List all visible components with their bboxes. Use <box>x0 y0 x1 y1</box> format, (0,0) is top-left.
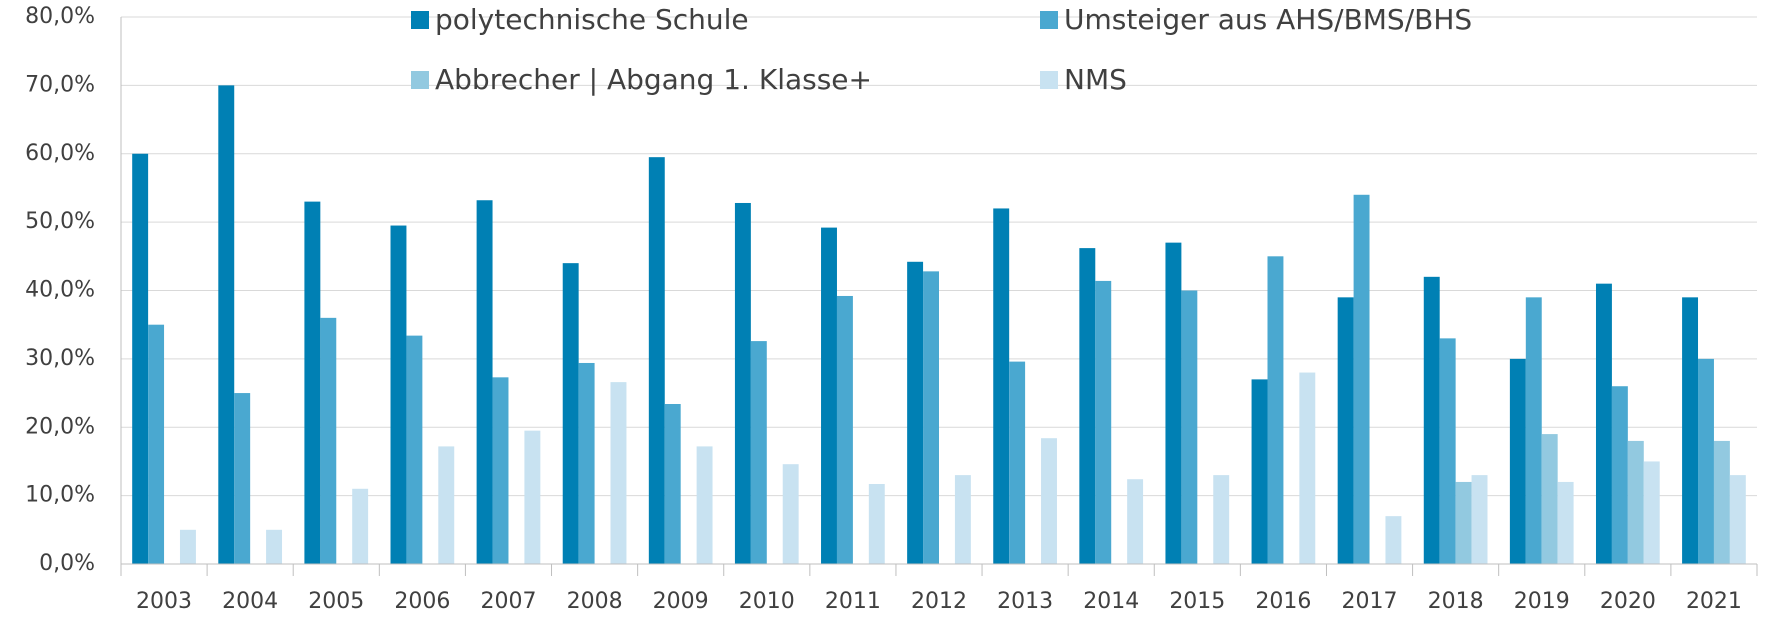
legend-swatch <box>1040 11 1058 29</box>
x-tick-label: 2006 <box>394 589 450 614</box>
legend-label: Abbrecher | Abgang 1. Klasse+ <box>435 63 872 96</box>
bar <box>406 335 423 564</box>
bar <box>1471 475 1488 564</box>
bar <box>1353 194 1370 564</box>
x-tick-label: 2014 <box>1083 589 1139 614</box>
bar <box>868 484 885 564</box>
x-tick-label: 2015 <box>1169 589 1225 614</box>
bar <box>1595 283 1612 564</box>
bar <box>1541 434 1558 564</box>
y-tick-label: 80,0% <box>25 4 95 29</box>
legend-label: polytechnische Schule <box>435 3 749 36</box>
x-tick-label: 2016 <box>1255 589 1311 614</box>
bar <box>1682 297 1699 564</box>
bar <box>782 464 799 564</box>
x-tick-label: 2018 <box>1428 589 1484 614</box>
bar <box>1127 479 1144 564</box>
x-tick-label: 2011 <box>825 589 881 614</box>
bar <box>993 208 1010 564</box>
bar <box>1181 290 1198 564</box>
x-tick-label: 2020 <box>1600 589 1656 614</box>
bar <box>524 430 541 564</box>
bar <box>1525 297 1542 564</box>
bar <box>1643 461 1660 564</box>
x-tick-label: 2017 <box>1342 589 1398 614</box>
bar <box>266 529 283 564</box>
bar <box>1423 276 1440 564</box>
x-tick-label: 2004 <box>222 589 278 614</box>
y-tick-label: 0,0% <box>39 551 95 576</box>
y-tick-label: 10,0% <box>25 483 95 508</box>
legend-swatch <box>411 71 429 89</box>
x-tick-label: 2012 <box>911 589 967 614</box>
bar <box>1165 242 1182 564</box>
y-tick-label: 20,0% <box>25 414 95 439</box>
bar <box>1299 372 1316 564</box>
bar <box>1041 438 1057 564</box>
bar <box>1385 516 1402 564</box>
bar <box>1337 297 1354 564</box>
bar <box>1455 481 1472 564</box>
y-tick-label: 40,0% <box>25 278 95 303</box>
x-tick-label: 2013 <box>997 589 1053 614</box>
bar <box>1213 475 1230 564</box>
bar <box>1729 475 1746 564</box>
legend-swatch <box>1040 71 1058 89</box>
bar <box>1557 481 1574 564</box>
x-tick-label: 2019 <box>1514 589 1570 614</box>
x-tick-label: 2021 <box>1686 589 1742 614</box>
legend-label: Umsteiger aus AHS/BMS/BHS <box>1064 3 1472 36</box>
x-tick-label: 2005 <box>308 589 364 614</box>
legend-swatch <box>411 11 429 29</box>
bar <box>610 382 627 564</box>
y-tick-label: 70,0% <box>25 72 95 97</box>
bar <box>1439 338 1456 564</box>
x-tick-label: 2003 <box>136 589 192 614</box>
bar <box>1009 361 1026 564</box>
bar <box>664 404 681 564</box>
y-tick-label: 50,0% <box>25 209 95 234</box>
bar <box>907 261 924 564</box>
x-tick-label: 2008 <box>567 589 623 614</box>
bar <box>390 225 407 564</box>
bar <box>734 202 751 565</box>
bar <box>821 227 837 564</box>
bar <box>492 377 509 564</box>
bar <box>750 341 767 564</box>
bar <box>562 263 579 564</box>
x-tick-label: 2007 <box>480 589 536 614</box>
bar <box>1251 379 1268 564</box>
y-tick-label: 30,0% <box>25 346 95 371</box>
bar <box>1713 440 1730 564</box>
bar <box>1095 280 1112 564</box>
bar <box>1611 386 1628 564</box>
bar <box>132 153 149 564</box>
bar <box>954 475 971 564</box>
bar <box>1509 358 1526 564</box>
bar <box>148 324 165 564</box>
x-tick-label: 2010 <box>739 589 795 614</box>
bar <box>352 488 369 564</box>
legend-label: NMS <box>1064 63 1127 96</box>
bar <box>234 393 251 564</box>
y-tick-label: 60,0% <box>25 141 95 166</box>
bar <box>1267 256 1284 564</box>
bar <box>320 317 337 564</box>
bar <box>1698 358 1714 564</box>
bar <box>696 446 713 564</box>
bar <box>476 200 493 564</box>
bar <box>179 529 196 564</box>
bar <box>1079 248 1096 565</box>
bar <box>218 85 235 564</box>
bar <box>1627 440 1644 564</box>
bar <box>578 362 595 564</box>
bar <box>648 157 665 564</box>
bar <box>923 271 939 564</box>
bar <box>836 295 853 564</box>
bar <box>304 201 321 565</box>
x-tick-label: 2009 <box>653 589 709 614</box>
bar <box>438 446 455 564</box>
